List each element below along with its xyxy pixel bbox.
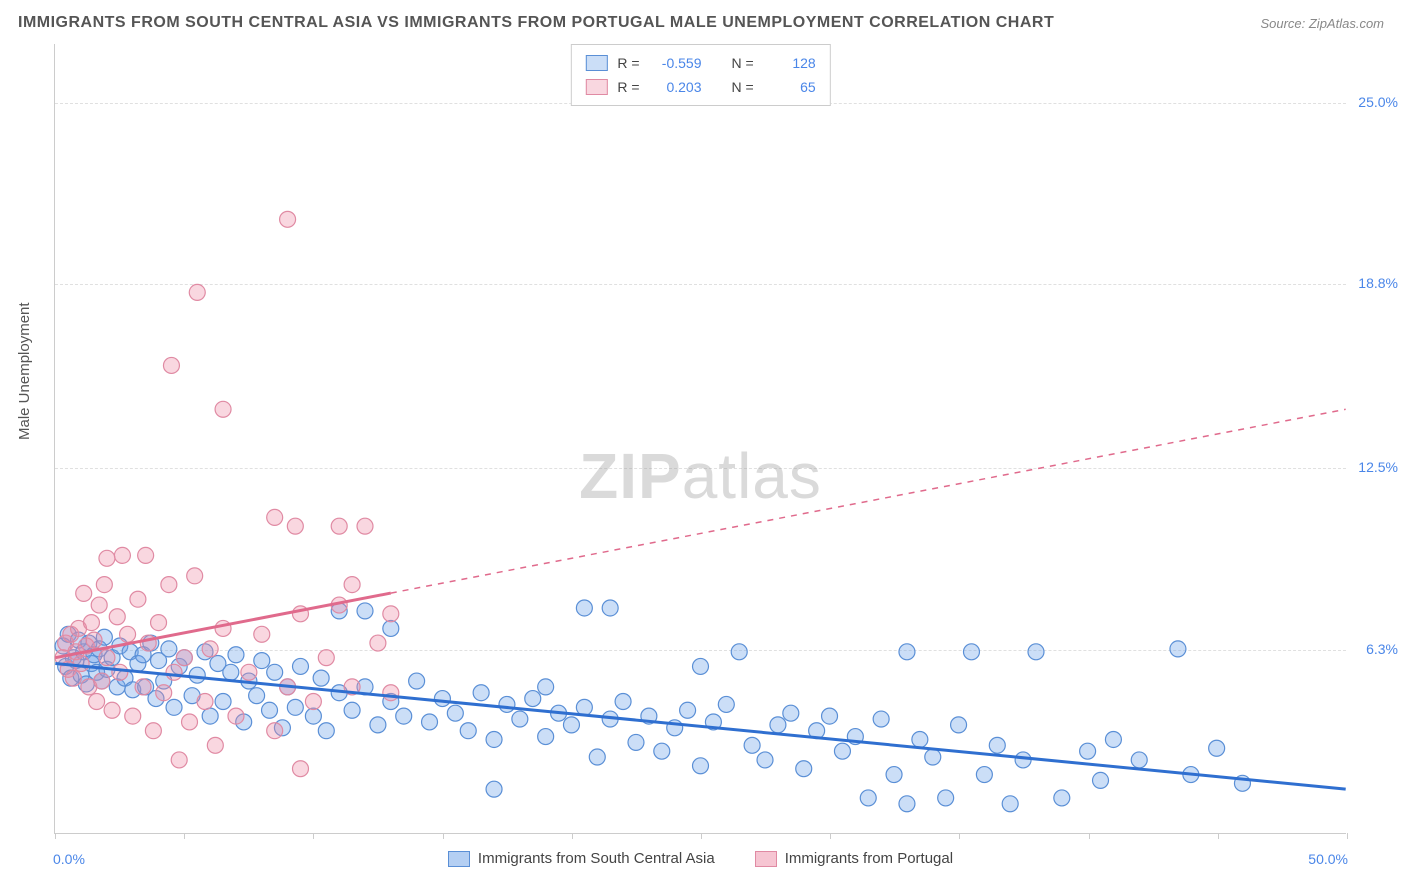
legend-item-1: Immigrants from Portugal — [755, 850, 953, 867]
legend-row-series-1: R = 0.203 N = 65 — [585, 75, 815, 99]
legend-n-value-0: 128 — [764, 55, 816, 71]
legend-r-value-0: -0.559 — [650, 55, 702, 71]
legend-swatch-bottom-1 — [755, 851, 777, 867]
chart-title: IMMIGRANTS FROM SOUTH CENTRAL ASIA VS IM… — [18, 14, 1054, 32]
legend-item-0: Immigrants from South Central Asia — [448, 850, 715, 867]
y-grid-label: 12.5% — [1358, 459, 1398, 475]
series-legend: Immigrants from South Central Asia Immig… — [55, 850, 1346, 867]
legend-swatch-1 — [585, 79, 607, 95]
legend-swatch-bottom-0 — [448, 851, 470, 867]
x-axis-start-label: 0.0% — [53, 851, 85, 867]
legend-r-value-1: 0.203 — [650, 79, 702, 95]
legend-swatch-0 — [585, 55, 607, 71]
y-grid-label: 18.8% — [1358, 275, 1398, 291]
legend-r-label: R = — [617, 55, 639, 71]
legend-row-series-0: R = -0.559 N = 128 — [585, 51, 815, 75]
legend-label-1: Immigrants from Portugal — [785, 850, 953, 867]
legend-r-label: R = — [617, 79, 639, 95]
legend-n-label: N = — [732, 55, 754, 71]
legend-label-0: Immigrants from South Central Asia — [478, 850, 715, 867]
x-axis-end-label: 50.0% — [1308, 851, 1348, 867]
y-axis-label: Male Unemployment — [16, 302, 33, 440]
legend-n-label: N = — [732, 79, 754, 95]
y-grid-label: 25.0% — [1358, 94, 1398, 110]
y-grid-label: 6.3% — [1366, 641, 1398, 657]
source-attribution: Source: ZipAtlas.com — [1260, 16, 1384, 31]
correlation-legend: R = -0.559 N = 128 R = 0.203 N = 65 — [570, 44, 830, 106]
legend-n-value-1: 65 — [764, 79, 816, 95]
trend-lines — [55, 44, 1346, 833]
plot-area: 6.3%12.5%18.8%25.0% ZIPatlas R = -0.559 … — [54, 44, 1346, 834]
